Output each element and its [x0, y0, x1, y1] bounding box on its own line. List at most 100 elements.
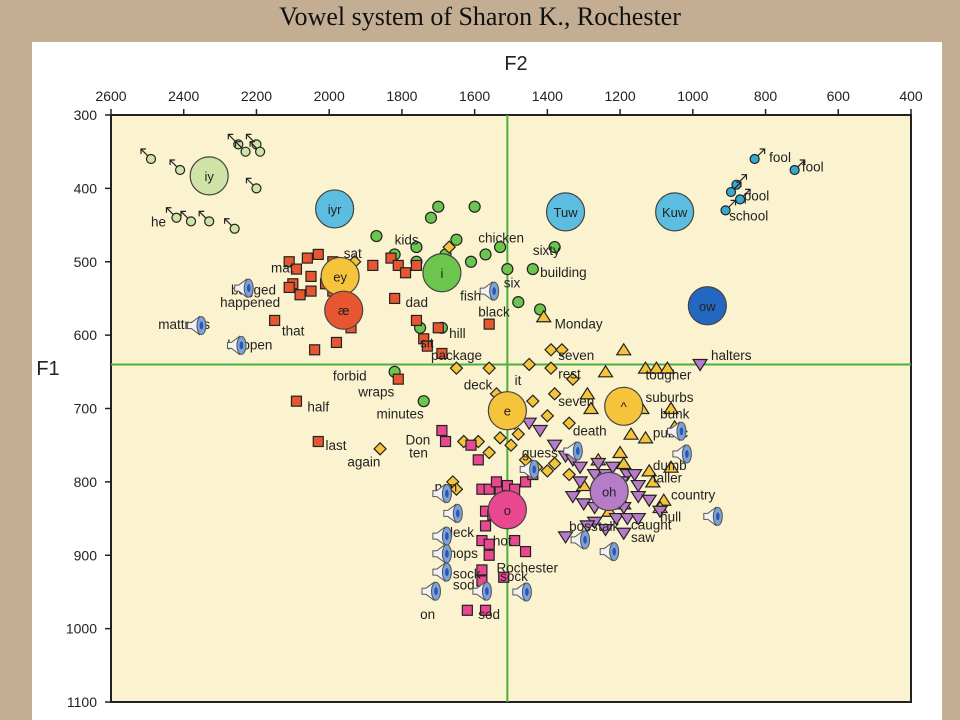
point-oh — [651, 505, 669, 519]
point-e — [504, 438, 518, 453]
word-label: minutes — [376, 407, 424, 422]
point-uw — [720, 205, 731, 216]
mean-label: iy — [204, 169, 214, 184]
point-ae — [432, 322, 444, 334]
speaker-icon[interactable] — [703, 506, 723, 527]
word-label: forbid — [333, 368, 367, 383]
speaker-icon[interactable] — [472, 581, 492, 602]
y-tick-label: 900 — [74, 547, 98, 563]
point-iy — [240, 146, 251, 157]
speaker-icon[interactable] — [570, 529, 591, 550]
word-label: sod — [453, 578, 475, 593]
speaker-icon[interactable] — [666, 421, 687, 442]
arrow-icon — [799, 159, 806, 166]
word-label: mat — [271, 261, 294, 276]
point-e — [525, 394, 540, 409]
word-label: boss — [569, 519, 598, 534]
y-tick-label: 400 — [74, 180, 98, 196]
point-caret — [579, 386, 596, 400]
point-caret — [611, 445, 629, 459]
point-i — [410, 240, 423, 254]
arrow-icon — [246, 177, 254, 186]
word-label: seven — [558, 394, 594, 409]
mean-label: iyr — [328, 202, 342, 217]
point-iy — [229, 223, 240, 234]
point-i — [432, 200, 445, 213]
mean-label: Tuw — [554, 205, 579, 220]
point-ae — [436, 347, 448, 360]
word-label: black — [478, 305, 510, 320]
arrow-icon — [249, 141, 256, 147]
point-o — [479, 520, 492, 532]
point-ae — [399, 267, 412, 279]
point-i — [417, 395, 430, 408]
point-ae — [410, 259, 423, 272]
point-e — [482, 361, 497, 375]
word-label: taller — [653, 470, 683, 485]
word-label: death — [573, 424, 607, 439]
point-e — [540, 464, 555, 478]
speaker-icon[interactable] — [432, 562, 452, 583]
arrow-icon — [757, 148, 766, 157]
arrow-icon — [730, 199, 737, 206]
point-oh — [571, 461, 589, 475]
mean-circle — [315, 189, 355, 229]
point-e — [522, 357, 537, 372]
word-label: country — [671, 487, 716, 502]
word-labels: hesatmatbaggedhappenedmattressthathappen… — [151, 150, 824, 622]
mean-label: ^ — [621, 399, 628, 414]
speaker-icon[interactable] — [519, 459, 540, 480]
point-i — [479, 248, 492, 261]
arrow-icon — [140, 148, 146, 155]
mean-circle — [324, 290, 364, 330]
point-caret — [615, 456, 632, 470]
point-ae — [367, 259, 379, 272]
word-label: suburbs — [646, 390, 694, 405]
x-tick-label: 800 — [754, 88, 778, 104]
word-label: building — [540, 265, 587, 280]
word-label: rest — [558, 366, 581, 381]
speaker-icon[interactable] — [672, 443, 692, 464]
mean-label: Kuw — [662, 205, 688, 220]
point-o — [472, 454, 484, 466]
point-iy — [174, 164, 186, 176]
point-caret — [644, 474, 661, 488]
mean-label: ow — [699, 299, 716, 314]
speaker-icon[interactable] — [599, 541, 620, 562]
y-tick-label: 800 — [74, 474, 98, 490]
point-ae — [290, 263, 303, 275]
word-label: sit — [420, 335, 434, 350]
arrow-icon — [739, 174, 747, 183]
mean-circle — [687, 286, 727, 326]
speaker-icon[interactable] — [421, 581, 441, 602]
point-ae — [421, 340, 433, 352]
speaker-icon[interactable] — [443, 503, 463, 524]
point-oh — [604, 461, 621, 475]
point-ae — [283, 256, 295, 268]
speaker-icon[interactable] — [432, 483, 452, 504]
word-label: saw — [631, 530, 655, 545]
point-e — [544, 361, 558, 375]
point-e — [547, 456, 562, 471]
y-tick-label: 1100 — [67, 694, 97, 710]
speaker-icon[interactable] — [234, 278, 254, 299]
speaker-icon[interactable] — [432, 526, 452, 547]
speaker-icon[interactable] — [226, 335, 247, 356]
y-tick-label: 500 — [74, 254, 98, 270]
speaker-icon[interactable] — [479, 281, 500, 302]
point-ae — [294, 289, 306, 301]
point-caret — [659, 361, 676, 374]
speaker-icon[interactable] — [186, 315, 207, 336]
point-uw — [749, 153, 760, 165]
speaker-icon[interactable] — [563, 441, 583, 462]
word-label: ten — [409, 446, 428, 461]
arrow-icon — [759, 148, 766, 155]
point-uw — [725, 186, 737, 198]
point-ae — [392, 259, 404, 272]
point-o — [439, 435, 452, 448]
point-e — [547, 386, 562, 401]
arrow-icon — [234, 141, 241, 147]
point-o — [465, 439, 477, 451]
point-oh — [521, 417, 538, 431]
speaker-icon[interactable] — [512, 581, 532, 602]
